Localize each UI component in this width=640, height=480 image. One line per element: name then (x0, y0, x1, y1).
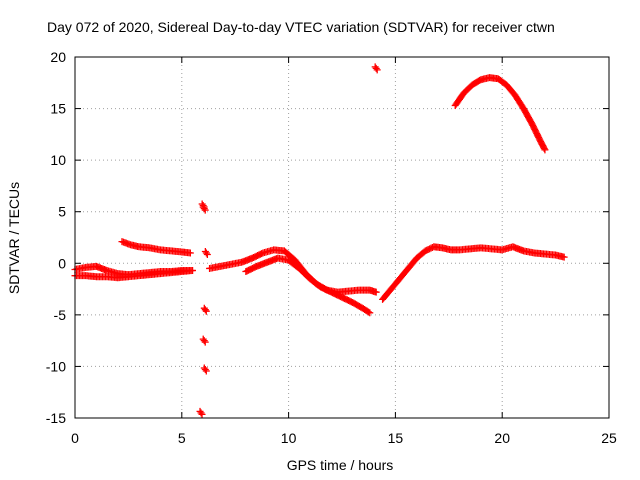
series-arc-d (206, 246, 380, 296)
x-tick-label: 0 (71, 430, 79, 446)
plot-frame (74, 56, 610, 419)
x-tick-label: 15 (388, 430, 404, 446)
chart-title: Day 072 of 2020, Sidereal Day-to-day VTE… (47, 19, 555, 35)
x-tick-labels: 0 5 10 15 20 25 (71, 430, 617, 446)
x-tick-label: 20 (494, 430, 510, 446)
data-point (541, 146, 549, 154)
data-point (372, 288, 380, 296)
y-tick-label: 5 (58, 204, 66, 220)
data-point (188, 267, 196, 275)
x-axis-label: GPS time / hours (287, 457, 394, 473)
y-tick-label: 20 (50, 49, 66, 65)
data-point (560, 253, 568, 261)
y-axis-label: SDTVAR / TECUs (6, 182, 22, 294)
y-tick-label: -15 (46, 410, 66, 426)
data-point (364, 308, 372, 316)
y-tick-labels: -15 -10 -5 0 5 10 15 20 (46, 49, 66, 426)
series-arc-b (71, 267, 196, 282)
series-arc-g (451, 74, 549, 154)
data-point (540, 144, 548, 152)
y-tick-label: 0 (58, 255, 66, 271)
data-point (201, 366, 209, 374)
grid-lines (74, 56, 610, 419)
x-tick-label: 5 (178, 430, 186, 446)
data-point (366, 309, 374, 317)
y-tick-label: 10 (50, 152, 66, 168)
data-point (186, 249, 194, 257)
series-isolated (196, 63, 381, 418)
data-point (372, 64, 380, 72)
y-tick-label: -5 (54, 307, 67, 323)
data-point (201, 206, 209, 214)
y-tick-label: 15 (50, 101, 66, 117)
data-point (201, 338, 209, 346)
data-point (200, 337, 208, 345)
data-point (201, 306, 209, 314)
data-point (198, 410, 206, 418)
series-arc-f (379, 243, 568, 303)
data-point (203, 250, 211, 258)
data-point (202, 367, 210, 375)
y-tick-label: -10 (46, 358, 66, 374)
data-point (373, 66, 381, 74)
data-point (200, 205, 208, 213)
x-tick-label: 25 (601, 430, 617, 446)
data-point (202, 307, 210, 315)
series-arc-c (118, 238, 194, 257)
data-points (71, 63, 568, 418)
x-tick-label: 10 (281, 430, 297, 446)
series-arc-e (242, 254, 374, 317)
data-point (197, 409, 205, 417)
data-point (202, 249, 210, 257)
